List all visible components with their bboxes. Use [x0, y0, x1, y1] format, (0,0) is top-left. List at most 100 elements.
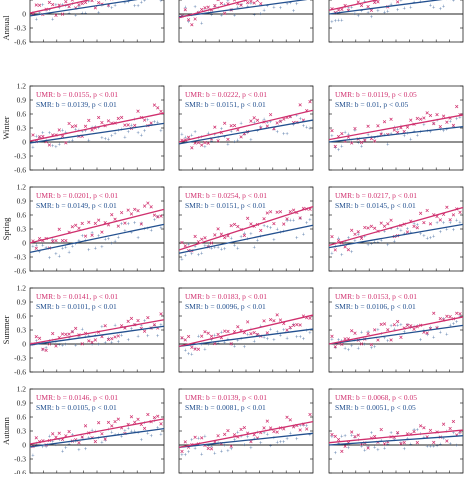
umr-point [184, 440, 187, 443]
smr-point: + [432, 234, 436, 240]
smr-point: + [120, 434, 124, 440]
umr-point [419, 424, 422, 427]
smr-point: + [200, 22, 204, 28]
umr-point [419, 212, 422, 215]
umr-point [380, 323, 383, 326]
smr-point: + [458, 116, 462, 122]
smr-point: + [197, 437, 201, 443]
y-tick-label: 0 [22, 10, 26, 19]
umr-point [150, 205, 153, 208]
smr-point: + [104, 0, 108, 4]
smr-point: + [126, 222, 130, 228]
umr-point [373, 227, 376, 230]
smr-point: + [435, 221, 439, 227]
umr-point [87, 221, 90, 224]
smr-legend-text: SMR: b = 0.0081, p < 0.01 [185, 403, 266, 412]
umr-point [68, 430, 71, 433]
umr-point [243, 426, 246, 429]
umr-point [357, 434, 360, 437]
smr-point: + [156, 334, 160, 340]
smr-point: + [373, 345, 377, 351]
umr-point [334, 435, 337, 438]
smr-point: + [243, 345, 247, 351]
umr-point [160, 110, 163, 113]
smr-point: + [184, 254, 188, 260]
smr-point: + [67, 250, 71, 256]
umr-point [143, 427, 146, 430]
umr-point [390, 339, 393, 342]
panel-winter-3: ++++++++++++++++++++++++++++++++++++++++… [329, 86, 463, 170]
smr-point: + [253, 245, 257, 251]
smr-point: + [120, 334, 124, 340]
smr-point: + [159, 0, 163, 5]
umr-point [156, 106, 159, 109]
smr-point: + [120, 222, 124, 228]
umr-point [426, 209, 429, 212]
smr-legend-text: SMR: b = 0.0101, p < 0.01 [36, 302, 117, 311]
umr-point [279, 210, 282, 213]
y-tick-label: 1.2 [17, 82, 27, 91]
smr-point: + [123, 136, 127, 142]
umr-trend-line [179, 315, 313, 346]
umr-point [227, 330, 230, 333]
umr-point [367, 5, 370, 8]
umr-point [416, 441, 419, 444]
smr-point: + [386, 243, 390, 249]
smr-point: + [226, 143, 230, 149]
umr-point [200, 238, 203, 241]
umr-point [279, 319, 282, 322]
umr-point [295, 323, 298, 326]
umr-point [38, 237, 41, 240]
smr-legend-text: SMR: b = 0.0051, p < 0.05 [335, 403, 416, 412]
y-tick-label: 0.3 [17, 124, 27, 133]
umr-point [400, 336, 403, 339]
umr-point [81, 222, 84, 225]
umr-point [110, 424, 113, 427]
umr-point [97, 421, 100, 424]
y-tick-label: 0.6 [17, 110, 27, 119]
smr-point: + [216, 342, 220, 348]
umr-point [354, 332, 357, 335]
umr-point [51, 432, 54, 435]
smr-point: + [220, 14, 224, 20]
smr-point: + [133, 221, 137, 227]
smr-point: + [386, 10, 390, 16]
smr-point: + [149, 434, 153, 440]
smr-point: + [445, 332, 449, 338]
umr-point [110, 213, 113, 216]
umr-point [230, 224, 233, 227]
umr-point [289, 210, 292, 213]
smr-point: + [448, 442, 452, 448]
umr-point [227, 138, 230, 141]
umr-point [276, 211, 279, 214]
umr-point [377, 339, 380, 342]
umr-point [101, 121, 104, 124]
smr-point: + [100, 245, 104, 251]
smr-point: + [360, 145, 364, 151]
smr-point: + [74, 13, 78, 19]
smr-point: + [256, 430, 260, 436]
umr-point [190, 146, 193, 149]
umr-point [104, 324, 107, 327]
smr-point: + [439, 230, 443, 236]
smr-point: + [340, 18, 344, 24]
umr-point [367, 125, 370, 128]
umr-point [269, 210, 272, 213]
umr-point [380, 428, 383, 431]
umr-point [383, 120, 386, 123]
umr-point [331, 129, 334, 132]
y-tick-label: -0.3 [14, 455, 26, 464]
smr-point: + [200, 251, 204, 257]
smr-point: + [409, 138, 413, 144]
umr-point [35, 4, 38, 7]
smr-point: + [146, 334, 150, 340]
panel-spring-2: ++++++++++++++++++++++++++++++++++++++++… [179, 187, 313, 271]
umr-point [337, 9, 340, 12]
smr-point: + [376, 448, 380, 454]
umr-point [97, 219, 100, 222]
smr-point: + [269, 328, 273, 334]
umr-point [84, 125, 87, 128]
umr-point [133, 208, 136, 211]
smr-point: + [279, 334, 283, 340]
umr-point [97, 116, 100, 119]
